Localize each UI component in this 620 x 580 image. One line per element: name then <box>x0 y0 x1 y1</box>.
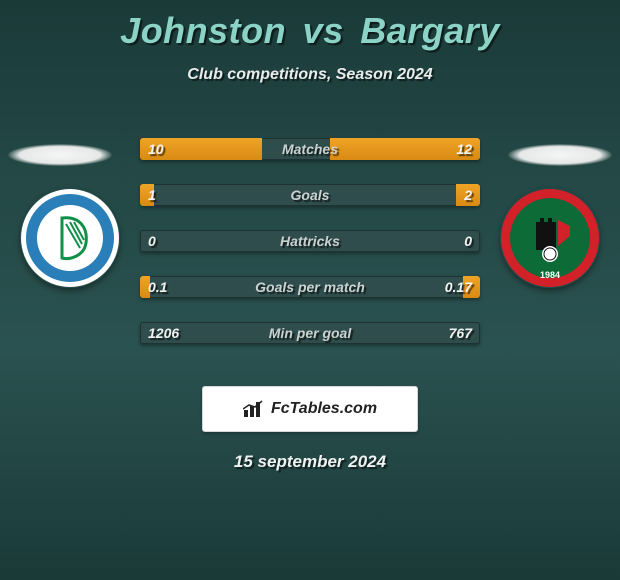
bar-value-right: 0 <box>464 233 472 249</box>
competition-subtitle: Club competitions, Season 2024 <box>0 66 620 84</box>
player1-name: Johnston <box>120 10 286 51</box>
brand-box[interactable]: FcTables.com <box>202 386 418 432</box>
bar-label: Goals <box>291 187 330 203</box>
bar-value-left: 0.1 <box>148 279 167 295</box>
stat-bars: 1012Matches12Goals00Hattricks0.10.17Goal… <box>140 138 480 344</box>
team-crest-right: 1984 <box>500 188 600 288</box>
bar-value-left: 10 <box>148 141 164 157</box>
brand-text: FcTables.com <box>271 400 377 418</box>
stat-bar: 0.1 0.17 Goals per match <box>140 276 480 298</box>
bar-label: Min per goal <box>269 325 351 341</box>
bar-chart-icon <box>243 400 265 418</box>
bar-value-right: 0.17 <box>445 279 472 295</box>
bar-value-right: 767 <box>449 325 472 341</box>
vs-text: vs <box>303 10 344 51</box>
bar-label: Goals per match <box>255 279 365 295</box>
crest-shadow-right <box>508 144 612 166</box>
bar-value-right: 2 <box>464 187 472 203</box>
team-crest-left <box>20 188 120 288</box>
stat-bar: 10 12 Matches <box>140 138 480 160</box>
stat-bar: 1 2 Goals <box>140 184 480 206</box>
comparison-title: Johnston vs Bargary <box>0 0 620 52</box>
player2-name: Bargary <box>360 10 500 51</box>
bar-label: Hattricks <box>280 233 340 249</box>
svg-text:1984: 1984 <box>540 270 560 280</box>
stat-bar: 0 0 Hattricks <box>140 230 480 252</box>
snapshot-date: 15 september 2024 <box>0 452 620 472</box>
stat-bar: 1206 767 Min per goal <box>140 322 480 344</box>
comparison-arena: 1984 1012Matches12Goals00Hattricks0.10.1… <box>0 114 620 364</box>
bar-value-left: 1 <box>148 187 156 203</box>
crest-shadow-left <box>8 144 112 166</box>
bar-value-left: 1206 <box>148 325 179 341</box>
bar-value-right: 12 <box>456 141 472 157</box>
bar-value-left: 0 <box>148 233 156 249</box>
bar-label: Matches <box>282 141 338 157</box>
